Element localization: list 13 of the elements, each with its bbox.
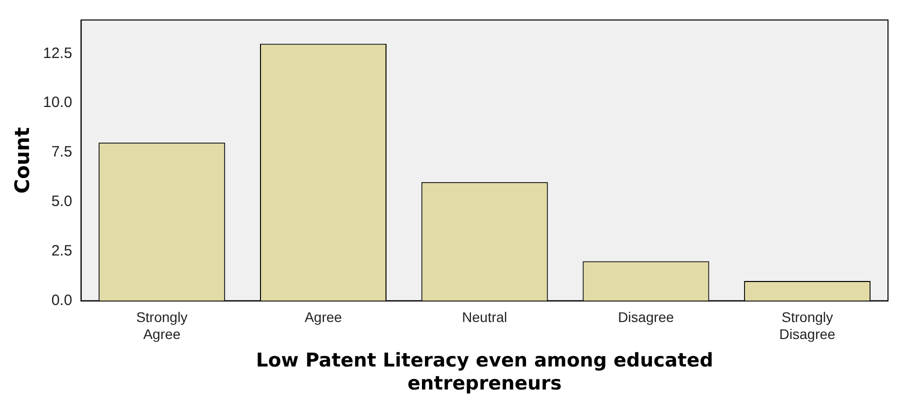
x-tick-label: Disagree bbox=[618, 309, 674, 326]
y-tick-label: 0.0 bbox=[51, 292, 72, 309]
y-tick-label: 2.5 bbox=[51, 242, 72, 260]
y-tick-label: 12.5 bbox=[42, 44, 72, 62]
x-tick-label: Strongly Agree bbox=[136, 309, 188, 342]
x-axis-title: Low Patent Literacy even among educated entrepreneurs bbox=[256, 350, 714, 395]
x-tick-label: Agree bbox=[304, 309, 342, 326]
y-tick-label: 7.5 bbox=[51, 144, 72, 161]
y-axis-title: Count bbox=[10, 126, 34, 194]
x-tick-label: Neutral bbox=[462, 309, 508, 326]
y-tick-label: 10.0 bbox=[42, 94, 72, 112]
y-tick-label: 5.0 bbox=[51, 193, 72, 210]
x-tick-label: Strongly Disagree bbox=[779, 309, 836, 342]
